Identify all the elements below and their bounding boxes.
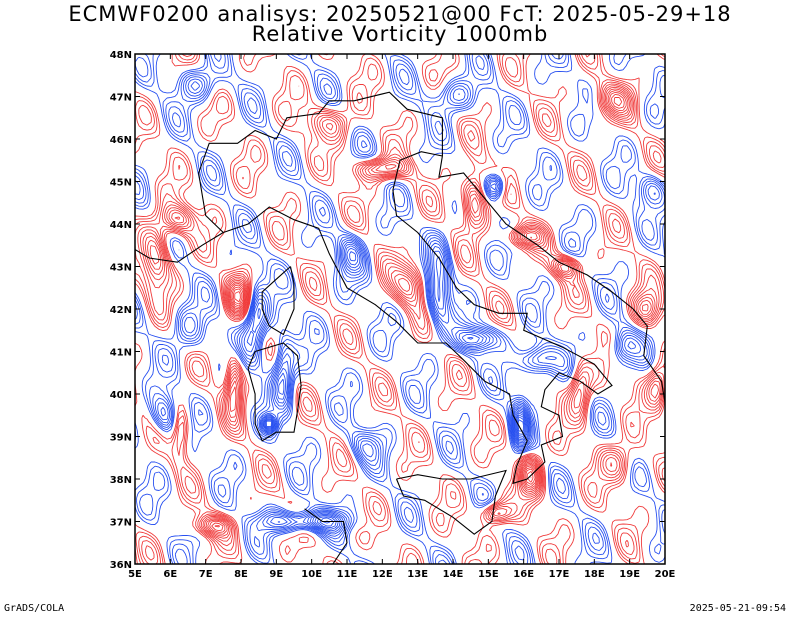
lon-label: 20E	[655, 569, 676, 580]
positive-vorticity-contour	[142, 86, 661, 539]
lat-label: 39N	[110, 433, 132, 444]
lat-label: 45N	[110, 178, 132, 189]
negative-vorticity-contour	[135, 54, 665, 564]
positive-vorticity-contour	[137, 54, 664, 561]
negative-vorticity-contour	[157, 78, 660, 537]
lon-label: 6E	[163, 569, 177, 580]
coastline	[198, 91, 443, 233]
negative-vorticity-contour	[160, 81, 656, 535]
lat-label: 40N	[110, 390, 132, 401]
lon-label: 9E	[269, 569, 283, 580]
lon-label: 16E	[513, 569, 534, 580]
coastline	[395, 469, 507, 535]
chart-subtitle: Relative Vorticity 1000mb	[251, 22, 549, 46]
lat-label: 43N	[110, 263, 132, 274]
negative-vorticity-contour	[135, 54, 665, 564]
lat-label: 36N	[110, 560, 132, 571]
lon-label: 10E	[301, 569, 322, 580]
negative-vorticity-contour	[246, 243, 637, 533]
coastline	[135, 232, 224, 263]
vorticity-contours	[135, 54, 665, 564]
positive-vorticity-contour	[149, 91, 649, 533]
lat-label: 41N	[110, 348, 132, 359]
coastline	[438, 155, 665, 403]
negative-vorticity-contour	[135, 54, 665, 564]
positive-vorticity-contour	[234, 291, 534, 483]
negative-vorticity-contour	[135, 54, 665, 564]
lon-label: 18E	[584, 569, 605, 580]
positive-vorticity-contour	[211, 93, 625, 532]
negative-vorticity-contour	[135, 54, 663, 564]
lat-label: 44N	[110, 220, 132, 231]
positive-vorticity-contour	[232, 288, 536, 485]
lat-label: 42N	[110, 305, 132, 316]
positive-vorticity-contour	[214, 97, 623, 528]
coastline	[261, 266, 295, 336]
coastline	[223, 151, 613, 485]
coastline	[304, 508, 348, 564]
lon-label: 13E	[407, 569, 428, 580]
lon-label: 15E	[478, 569, 499, 580]
lon-label: 8E	[234, 569, 248, 580]
coastlines	[135, 91, 665, 564]
positive-vorticity-contour	[135, 54, 665, 564]
longitude-axis: 5E 6E 7E 8E 9E 10E 11E 12E 13E 14E 15E 16E 17E 18E 19E…	[128, 54, 676, 580]
coastline	[247, 342, 302, 442]
lon-label: 5E	[128, 569, 142, 580]
negative-vorticity-contour	[264, 251, 528, 529]
lat-label: 47N	[110, 93, 132, 104]
render-timestamp: 2025-05-21-09:54	[689, 603, 786, 614]
negative-vorticity-contour	[263, 247, 529, 530]
lat-label: 37N	[110, 518, 132, 529]
lon-label: 19E	[619, 569, 640, 580]
lon-label: 11E	[337, 569, 358, 580]
lon-label: 14E	[443, 569, 464, 580]
lat-label: 46N	[110, 135, 132, 146]
chart-title: ECMWF0200 analisys: 20250521@00 FcT: 202…	[68, 2, 732, 26]
software-credit: GrADS/COLA	[4, 603, 65, 614]
lon-label: 17E	[549, 569, 570, 580]
lon-label: 7E	[199, 569, 213, 580]
positive-vorticity-contour	[135, 54, 665, 564]
negative-vorticity-contour	[257, 245, 530, 532]
positive-vorticity-contour	[147, 90, 652, 535]
negative-vorticity-contour	[516, 416, 525, 435]
lat-label: 48N	[110, 50, 132, 61]
lat-label: 38N	[110, 475, 132, 486]
positive-vorticity-contour	[140, 85, 662, 542]
lon-label: 12E	[372, 569, 393, 580]
latitude-axis: 36N 37N 38N 39N 40N 41N 42N 43N 44N 45N 46N 47N 48N	[110, 50, 665, 571]
